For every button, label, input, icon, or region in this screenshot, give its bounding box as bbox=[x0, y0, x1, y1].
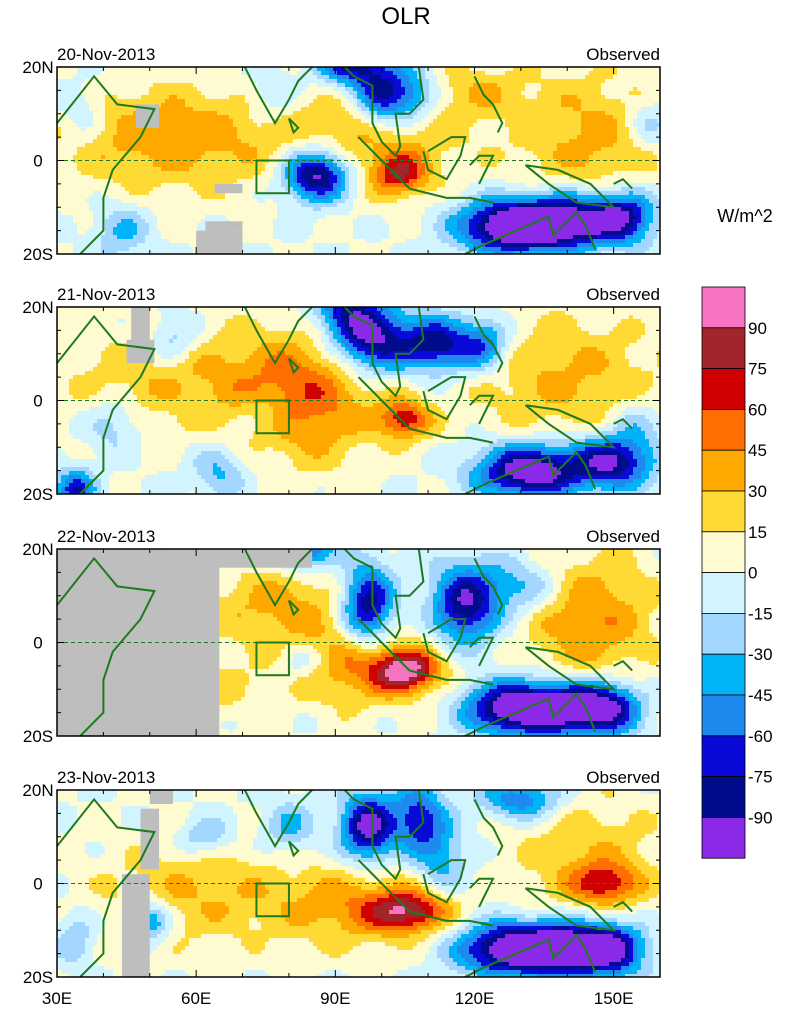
colorbar-swatch bbox=[702, 491, 745, 532]
colorbar-label: -75 bbox=[748, 768, 773, 787]
olr-field bbox=[57, 767, 662, 987]
colorbar-label: 60 bbox=[748, 400, 767, 419]
colorbar-swatch bbox=[702, 777, 745, 818]
x-tick-label: 120E bbox=[455, 989, 495, 1008]
y-tick-label: 20N bbox=[22, 58, 53, 77]
y-tick-label: 20S bbox=[23, 727, 53, 746]
panel-date: 23-Nov-2013 bbox=[57, 768, 155, 787]
panel: 20N 0 20S 20-Nov-2013 Observed bbox=[22, 44, 661, 264]
y-tick-label: 0 bbox=[33, 152, 42, 171]
y-tick-label: 20N bbox=[22, 298, 53, 317]
x-tick-label: 60E bbox=[181, 989, 211, 1008]
y-tick-label: 20S bbox=[23, 485, 53, 504]
y-tick-label: 20N bbox=[22, 781, 53, 800]
panel-date: 22-Nov-2013 bbox=[57, 527, 155, 546]
colorbar-swatch bbox=[702, 532, 745, 573]
x-tick-label: 150E bbox=[594, 989, 634, 1008]
colorbar-label: -15 bbox=[748, 604, 773, 623]
y-tick-label: 0 bbox=[33, 634, 42, 653]
colorbar-label: 75 bbox=[748, 360, 767, 379]
colorbar-swatch bbox=[702, 409, 745, 450]
olr-field bbox=[57, 284, 662, 504]
y-tick-label: 0 bbox=[33, 392, 42, 411]
colorbar-label: 30 bbox=[748, 482, 767, 501]
panel: 20N 0 20S 23-Nov-2013 Observed bbox=[22, 767, 661, 987]
colorbar-swatch bbox=[702, 817, 745, 858]
colorbar-swatch bbox=[702, 573, 745, 614]
panel-tag: Observed bbox=[586, 285, 660, 304]
y-tick-label: 0 bbox=[33, 875, 42, 894]
colorbar-swatch bbox=[702, 328, 745, 369]
panel: 20N 0 20S 21-Nov-2013 Observed bbox=[22, 284, 661, 504]
colorbar-label: -90 bbox=[748, 808, 773, 827]
panel-tag: Observed bbox=[586, 768, 660, 787]
x-tick-label: 90E bbox=[320, 989, 350, 1008]
panel-date: 21-Nov-2013 bbox=[57, 285, 155, 304]
colorbar-label: 15 bbox=[748, 523, 767, 542]
colorbar-label: -30 bbox=[748, 645, 773, 664]
colorbar-swatch bbox=[702, 450, 745, 491]
missing-data-region bbox=[215, 184, 243, 193]
x-tick-label: 30E bbox=[42, 989, 72, 1008]
missing-data-region bbox=[205, 221, 242, 230]
colorbar-swatch bbox=[702, 613, 745, 654]
y-tick-label: 20N bbox=[22, 540, 53, 559]
panel-date: 20-Nov-2013 bbox=[57, 45, 155, 64]
colorbar-label: -45 bbox=[748, 686, 773, 705]
colorbar-swatch bbox=[702, 287, 745, 328]
chart-title: OLR bbox=[381, 3, 430, 30]
panel-tag: Observed bbox=[586, 45, 660, 64]
colorbar-swatch bbox=[702, 695, 745, 736]
panel: 20N 0 20S 22-Nov-2013 Observed bbox=[22, 526, 661, 746]
panel-tag: Observed bbox=[586, 527, 660, 546]
missing-data-region bbox=[196, 231, 242, 254]
colorbar-label: 45 bbox=[748, 441, 767, 460]
colorbar-label: 90 bbox=[748, 319, 767, 338]
olr-field bbox=[57, 526, 662, 746]
units-label: W/m^2 bbox=[717, 206, 772, 226]
colorbar-label: 0 bbox=[748, 564, 757, 583]
y-tick-label: 20S bbox=[23, 968, 53, 987]
colorbar-label: -60 bbox=[748, 727, 773, 746]
missing-data-region bbox=[150, 790, 173, 804]
missing-data-region bbox=[131, 307, 150, 344]
colorbar-swatch bbox=[702, 369, 745, 410]
y-tick-label: 20S bbox=[23, 245, 53, 264]
colorbar-swatch bbox=[702, 654, 745, 695]
colorbar: 90 75 60 45 30 15 0 -15 -30 -45 -60 -75 -90 bbox=[702, 287, 773, 858]
x-axis: 30E 60E 90E 120E 150E bbox=[42, 989, 634, 1008]
missing-data-region bbox=[122, 874, 150, 977]
colorbar-swatch bbox=[702, 736, 745, 777]
missing-data-region bbox=[140, 809, 159, 870]
olr-field bbox=[57, 44, 662, 264]
